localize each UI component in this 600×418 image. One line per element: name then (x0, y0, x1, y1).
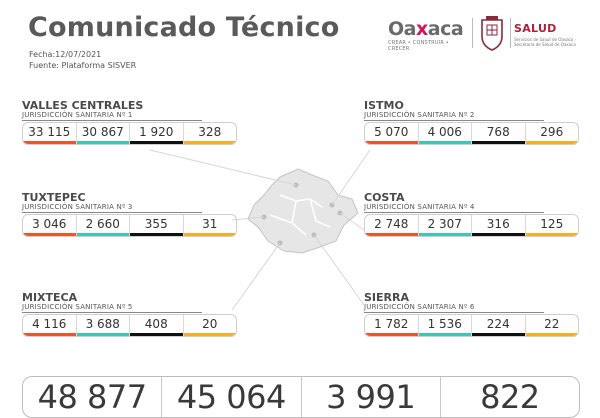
stat-value: 1 920 (130, 123, 184, 144)
stat-value: 31 (183, 215, 237, 236)
total-value: 3 991 (302, 377, 441, 417)
region-costa: COSTA JURISDICCIÓN SANITARIA Nº 4 2 748 … (364, 192, 579, 237)
totals-row: 48 877 45 064 3 991 822 (22, 376, 580, 418)
stat-value: 4 116 (23, 315, 77, 336)
stat-value: 296 (525, 123, 579, 144)
region-name: VALLES CENTRALES (22, 99, 144, 112)
stat-value: 30 867 (76, 123, 130, 144)
region-jurisdiction: JURISDICCIÓN SANITARIA Nº 3 (22, 203, 202, 213)
stat-value: 20 (183, 315, 237, 336)
oaxaca-logo-accent: x (415, 18, 428, 40)
region-stats: 2 748 2 307 316 125 (364, 214, 579, 237)
oaxaca-logo: Oaxaca CREAR • CONSTRUIR • CRECER (388, 18, 470, 53)
stat-value: 224 (472, 315, 526, 336)
salud-subtitle: Servicios de Salud de Oaxaca · Secretarí… (514, 37, 576, 47)
stat-value: 2 660 (76, 215, 130, 236)
stat-value: 3 046 (23, 215, 77, 236)
stat-value: 22 (525, 315, 579, 336)
stat-value: 3 688 (76, 315, 130, 336)
total-value: 822 (480, 378, 540, 416)
stat-value: 5 070 (365, 123, 419, 144)
total-value: 48 877 (23, 377, 163, 417)
stat-value: 2 748 (365, 215, 419, 236)
oaxaca-logo-part-a: Oa (388, 18, 416, 40)
stat-value: 1 536 (418, 315, 472, 336)
region-stats: 1 782 1 536 224 22 (364, 314, 579, 337)
page-title: Comunicado Técnico (28, 12, 340, 43)
region-stats: 5 070 4 006 768 296 (364, 122, 579, 145)
region-tuxtepec: TUXTEPEC JURISDICCIÓN SANITARIA Nº 3 3 0… (22, 192, 237, 237)
salud-logo: SALUD Servicios de Salud de Oaxaca · Sec… (514, 22, 580, 47)
region-jurisdiction: JURISDICCIÓN SANITARIA Nº 2 (364, 111, 544, 121)
region-name: COSTA (364, 191, 405, 204)
stat-value: 125 (525, 215, 579, 236)
stat-value: 33 115 (23, 123, 77, 144)
oaxaca-tagline: CREAR • CONSTRUIR • CRECER (388, 40, 449, 52)
region-name: ISTMO (364, 99, 404, 112)
region-name: MIXTECA (22, 291, 78, 304)
stat-value: 1 782 (365, 315, 419, 336)
stat-value: 2 307 (418, 215, 472, 236)
total-value: 45 064 (162, 377, 302, 417)
state-seal-icon (478, 16, 506, 52)
logo-divider (510, 18, 511, 48)
stat-value: 4 006 (418, 123, 472, 144)
stat-value: 408 (130, 315, 184, 336)
logo-divider (472, 18, 473, 48)
region-stats: 33 115 30 867 1 920 328 (22, 122, 237, 145)
report-date: Fecha:12/07/2021 (29, 50, 102, 59)
oaxaca-logo-part-c: aca (427, 18, 464, 40)
region-jurisdiction: JURISDICCIÓN SANITARIA Nº 5 (22, 303, 202, 313)
salud-word: SALUD (514, 22, 557, 35)
region-jurisdiction: JURISDICCIÓN SANITARIA Nº 6 (364, 303, 544, 313)
region-stats: 3 046 2 660 355 31 (22, 214, 237, 237)
region-name: TUXTEPEC (22, 191, 86, 204)
region-name: SIERRA (364, 291, 409, 304)
region-sierra: SIERRA JURISDICCIÓN SANITARIA Nº 6 1 782… (364, 292, 579, 337)
region-valles-centrales: VALLES CENTRALES JURISDICCIÓN SANITARIA … (22, 100, 237, 145)
region-jurisdiction: JURISDICCIÓN SANITARIA Nº 1 (22, 111, 202, 121)
report-source: Fuente: Plataforma SISVER (29, 61, 137, 70)
stat-value: 316 (472, 215, 526, 236)
stat-value: 768 (472, 123, 526, 144)
stat-value: 355 (130, 215, 184, 236)
stat-value: 328 (183, 123, 237, 144)
connector-lines (149, 149, 371, 311)
region-istmo: ISTMO JURISDICCIÓN SANITARIA Nº 2 5 070 … (364, 100, 579, 145)
region-jurisdiction: JURISDICCIÓN SANITARIA Nº 4 (364, 203, 544, 213)
region-stats: 4 116 3 688 408 20 (22, 314, 237, 337)
region-mixteca: MIXTECA JURISDICCIÓN SANITARIA Nº 5 4 11… (22, 292, 237, 337)
